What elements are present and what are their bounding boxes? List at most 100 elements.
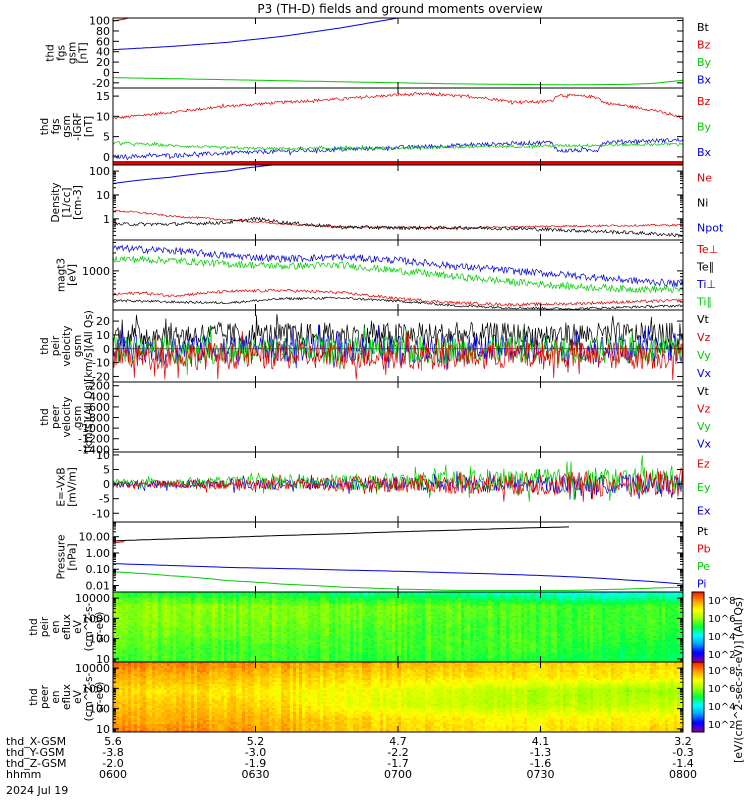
heatmap-cell (371, 650, 374, 652)
heatmap-cell (416, 596, 419, 598)
heatmap-cell (233, 624, 236, 626)
heatmap-cell (212, 606, 215, 608)
heatmap-cell (347, 612, 350, 614)
heatmap-cell (140, 654, 143, 656)
heatmap-cell (242, 642, 245, 644)
heatmap-cell (458, 602, 461, 604)
heatmap-cell (122, 648, 125, 650)
heatmap-cell (473, 596, 476, 598)
heatmap-cell (194, 594, 197, 596)
heatmap-cell (434, 646, 437, 648)
heatmap-cell (473, 608, 476, 610)
heatmap-cell (194, 600, 197, 602)
heatmap-cell (344, 602, 347, 604)
heatmap-cell (332, 656, 335, 658)
heatmap-cell (308, 608, 311, 610)
heatmap-cell (245, 594, 248, 596)
heatmap-cell (365, 638, 368, 640)
heatmap-cell (353, 634, 356, 636)
heatmap-cell (146, 594, 149, 596)
y-tick-label: -20 (92, 77, 110, 90)
heatmap-cell (194, 604, 197, 606)
heatmap-cell (341, 654, 344, 656)
heatmap-cell (275, 636, 278, 638)
heatmap-cell (257, 646, 260, 648)
heatmap-cell (488, 614, 491, 616)
heatmap-cell (359, 604, 362, 606)
heatmap-cell (242, 640, 245, 642)
heatmap-cell (479, 614, 482, 616)
heatmap-cell (431, 652, 434, 654)
heatmap-cell (218, 646, 221, 648)
heatmap-cell (440, 622, 443, 624)
heatmap-cell (206, 596, 209, 598)
heatmap-cell (137, 654, 140, 656)
heatmap-cell (365, 632, 368, 634)
heatmap-cell (155, 632, 158, 634)
heatmap-cell (230, 640, 233, 642)
heatmap-cell (188, 596, 191, 598)
heatmap-cell (293, 622, 296, 624)
heatmap-cell (221, 634, 224, 636)
heatmap-cell (299, 618, 302, 620)
heatmap-cell (236, 656, 239, 658)
heatmap-cell (395, 618, 398, 620)
heatmap-cell (326, 654, 329, 656)
heatmap-cell (395, 632, 398, 634)
heatmap-cell (449, 614, 452, 616)
heatmap-cell (389, 594, 392, 596)
heatmap-cell (362, 614, 365, 616)
heatmap-cell (326, 636, 329, 638)
heatmap-cell (212, 638, 215, 640)
heatmap-cell (320, 594, 323, 596)
heatmap-cell (221, 614, 224, 616)
heatmap-cell (497, 626, 500, 628)
heatmap-cell (227, 658, 230, 660)
heatmap-cell (401, 622, 404, 624)
heatmap-cell (185, 654, 188, 656)
heatmap-cell (302, 644, 305, 646)
heatmap-cell (335, 596, 338, 598)
heatmap-cell (458, 614, 461, 616)
heatmap-cell (179, 654, 182, 656)
heatmap-cell (314, 644, 317, 646)
heatmap-cell (449, 654, 452, 656)
heatmap-cell (155, 612, 158, 614)
heatmap-cell (128, 616, 131, 618)
heatmap-cell (407, 624, 410, 626)
heatmap-cell (287, 650, 290, 652)
heatmap-cell (374, 632, 377, 634)
heatmap-cell (200, 638, 203, 640)
heatmap-cell (455, 642, 458, 644)
heatmap-cell (128, 628, 131, 630)
heatmap-cell (293, 614, 296, 616)
heatmap-cell (362, 638, 365, 640)
heatmap-cell (140, 604, 143, 606)
y-tick-label: 1 (103, 213, 110, 226)
heatmap-cell (419, 640, 422, 642)
heatmap-cell (131, 658, 134, 660)
heatmap-cell (464, 616, 467, 618)
heatmap-cell (458, 624, 461, 626)
heatmap-cell (404, 602, 407, 604)
heatmap-cell (233, 642, 236, 644)
heatmap-cell (227, 616, 230, 618)
plot-area (113, 314, 683, 380)
heatmap-cell (221, 642, 224, 644)
heatmap-cell (479, 622, 482, 624)
heatmap-cell (287, 616, 290, 618)
heatmap-cell (287, 612, 290, 614)
heatmap-cell (419, 596, 422, 598)
heatmap-cell (116, 632, 119, 634)
heatmap-cell (293, 652, 296, 654)
heatmap-cell (152, 606, 155, 608)
heatmap-cell (341, 636, 344, 638)
heatmap-cell (233, 630, 236, 632)
heatmap-cell (419, 634, 422, 636)
heatmap-cell (419, 598, 422, 600)
heatmap-cell (497, 596, 500, 598)
heatmap-cell (401, 652, 404, 654)
heatmap-cell (341, 630, 344, 632)
heatmap-cell (449, 594, 452, 596)
heatmap-cell (116, 642, 119, 644)
